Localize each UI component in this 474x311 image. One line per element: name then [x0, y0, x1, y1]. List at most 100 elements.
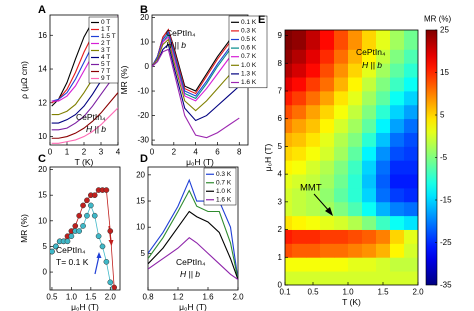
heat-cell — [292, 77, 307, 92]
heat-cell — [362, 187, 377, 203]
y-tick-label: 10 — [38, 216, 47, 225]
heat-cell — [320, 49, 335, 64]
heat-cell — [334, 257, 349, 272]
heat-cell — [404, 271, 418, 285]
heat-cell — [348, 243, 363, 258]
heat-cell — [292, 90, 307, 106]
annotation-arrow — [313, 193, 331, 213]
heat-cell — [362, 104, 377, 120]
heat-cell — [376, 174, 391, 189]
heat-cell — [285, 90, 293, 106]
annotation: MMT — [300, 183, 322, 194]
axes-frame — [49, 166, 121, 291]
heat-cell — [348, 215, 363, 230]
heat-cell — [362, 229, 377, 244]
heat-cell — [362, 146, 377, 161]
heat-cell — [285, 187, 293, 203]
data-point — [80, 202, 86, 209]
axes-frame — [147, 166, 239, 291]
heat-cell — [285, 229, 293, 244]
heat-cell — [362, 160, 377, 175]
heat-cell — [285, 30, 293, 50]
heat-cell — [320, 30, 335, 50]
colorbar-tick-label: -5 — [440, 153, 448, 162]
y-tick-label: 14 — [38, 65, 47, 74]
panel-letter: D — [140, 153, 148, 165]
heat-cell — [376, 49, 391, 64]
x-tick-label: 1.2 — [172, 293, 184, 302]
legend-label: 5 T — [101, 61, 110, 68]
heat-cell — [285, 77, 293, 92]
legend-label: 1.6 K — [216, 196, 232, 203]
heat-cell — [334, 49, 349, 64]
heat-cell — [376, 243, 391, 258]
y-tick-label: 20 — [38, 165, 47, 174]
x-tick-label: 4 — [116, 148, 121, 157]
heat-cell — [404, 104, 418, 120]
heat-cell — [320, 229, 335, 244]
x-tick-label: 0.5 — [46, 293, 58, 302]
heat-cell — [362, 271, 377, 285]
heat-cell — [404, 243, 418, 258]
y-tick-label: 7 — [278, 86, 283, 95]
heat-cell — [404, 201, 418, 217]
heat-cell — [334, 201, 349, 217]
x-axis-label: μ₀H (T) — [186, 157, 214, 167]
heat-cell — [404, 90, 418, 106]
data-point — [99, 243, 106, 250]
heat-cell — [320, 160, 335, 175]
annotation: CePtIn₄ — [56, 245, 86, 255]
heat-cell — [376, 201, 391, 217]
legend-label: 0.5 K — [241, 36, 257, 43]
heat-cell — [306, 132, 321, 147]
heat-cell — [306, 187, 321, 203]
legend-label: 7 T — [101, 68, 110, 75]
legend-label: 0 T — [101, 19, 110, 26]
heat-cell — [390, 215, 405, 230]
heat-cell — [404, 187, 418, 203]
heat-cell — [376, 146, 391, 161]
data-point — [107, 228, 114, 234]
x-tick-label: 4 — [193, 148, 198, 157]
heat-cell — [320, 104, 335, 120]
heat-cell — [306, 215, 321, 230]
axes-frame — [284, 29, 419, 286]
heat-cell — [376, 63, 391, 78]
annotation: CePtIn₄ — [76, 112, 106, 122]
y-axis-label: MR (%) — [119, 65, 129, 94]
heat-cell — [348, 146, 363, 161]
data-line — [148, 178, 238, 280]
heat-cell — [390, 146, 405, 161]
data-line — [51, 70, 118, 131]
data-point — [64, 238, 71, 245]
annotation: CePtIn₄ — [166, 28, 196, 38]
heat-cell — [348, 187, 363, 203]
data-line — [152, 48, 240, 139]
heat-cell — [334, 104, 349, 120]
heat-cell — [285, 271, 293, 285]
heat-cell — [376, 30, 391, 50]
data-point — [80, 223, 86, 229]
heat-cell — [334, 187, 349, 203]
heat-cell — [362, 63, 377, 78]
x-tick-label: 2.0 — [105, 293, 117, 302]
annotation: H || b — [166, 40, 186, 50]
heat-cell — [404, 77, 418, 92]
heat-cell — [285, 104, 293, 120]
heat-cell — [306, 49, 321, 64]
heat-cell — [285, 257, 293, 272]
annotation-arrow-head — [325, 207, 333, 216]
heat-cell — [306, 271, 321, 285]
heat-cell — [334, 30, 349, 50]
heat-cell — [320, 77, 335, 92]
y-axis-label: μ₀H (T) — [263, 143, 273, 171]
legend-label: 0.7 K — [241, 53, 257, 60]
heat-cell — [292, 187, 307, 203]
heat-cell — [348, 201, 363, 217]
heat-cell — [362, 90, 377, 106]
x-tick-label: 1 — [65, 148, 70, 157]
heat-cell — [390, 63, 405, 78]
x-axis-label: T (K) — [75, 157, 94, 167]
data-point — [107, 279, 114, 286]
